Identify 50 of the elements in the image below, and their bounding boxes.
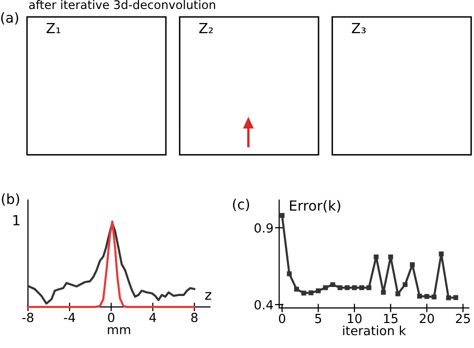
point bbox=[286, 271, 292, 276]
point bbox=[380, 290, 386, 295]
point bbox=[432, 294, 436, 300]
point bbox=[402, 282, 408, 288]
text: Z₃ bbox=[352, 22, 366, 34]
text: after iterative 3d-deconvolution bbox=[29, 0, 216, 10]
point bbox=[330, 282, 336, 288]
x-tick-label: 4 bbox=[149, 312, 156, 322]
point bbox=[424, 294, 430, 299]
x-tick-label: 15 bbox=[384, 314, 398, 324]
point bbox=[316, 288, 321, 294]
point bbox=[366, 285, 372, 290]
point bbox=[395, 291, 400, 296]
x-tick-label: 0 bbox=[108, 312, 114, 322]
point bbox=[453, 295, 458, 300]
text: (a) bbox=[1, 12, 18, 24]
text: Z₂ bbox=[199, 22, 213, 34]
x-tick-label: 0 bbox=[278, 314, 286, 324]
point bbox=[410, 262, 415, 268]
point bbox=[344, 285, 350, 290]
x-tick-label: 10 bbox=[348, 314, 362, 324]
y-axis-title: Error(k) bbox=[290, 200, 340, 212]
x-axis-title: mm bbox=[108, 327, 130, 334]
x-tick-label: 25 bbox=[456, 314, 470, 324]
text: Z₁ bbox=[46, 22, 60, 34]
point bbox=[294, 286, 299, 292]
point bbox=[359, 285, 364, 290]
x-tick-label: -4 bbox=[64, 312, 76, 322]
annotation: z bbox=[205, 292, 212, 300]
point bbox=[417, 294, 422, 299]
point bbox=[323, 285, 328, 290]
y-tick-label: 0.9 bbox=[254, 223, 273, 233]
x-tick-label: 5 bbox=[315, 314, 322, 324]
point bbox=[280, 213, 285, 218]
x-tick-label: 8 bbox=[191, 312, 198, 322]
point bbox=[338, 285, 342, 290]
point bbox=[438, 251, 444, 256]
point bbox=[352, 285, 357, 290]
point bbox=[301, 290, 306, 296]
x-axis-title: iteration k bbox=[343, 326, 406, 336]
y-tick-label: 0.4 bbox=[254, 300, 273, 310]
text: (b) bbox=[2, 193, 20, 206]
point bbox=[308, 290, 314, 296]
x-tick-label: -8 bbox=[22, 312, 34, 322]
text: 1 bbox=[13, 215, 20, 226]
x-tick-label: 20 bbox=[420, 314, 434, 324]
text: (c) bbox=[232, 198, 250, 212]
point bbox=[446, 295, 451, 300]
point bbox=[388, 254, 394, 260]
point bbox=[374, 254, 379, 260]
